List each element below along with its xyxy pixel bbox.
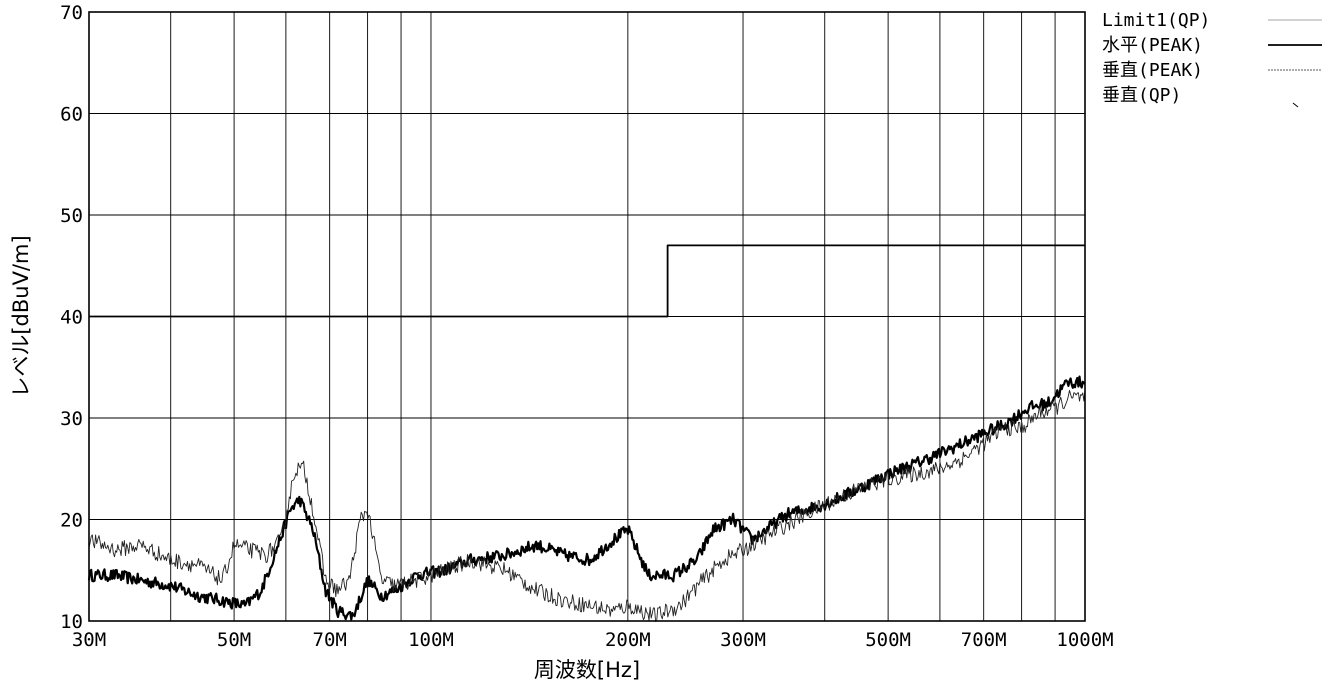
series-layer: [87, 244, 1086, 622]
legend-label: 垂直(PEAK): [1102, 60, 1203, 81]
y-tick-label: 60: [60, 104, 83, 126]
x-tick-label: 100M: [408, 629, 454, 651]
series-line-2: [88, 389, 1086, 622]
x-tick-label: 30M: [72, 629, 106, 651]
y-tick-label: 20: [60, 510, 83, 532]
x-tick-label: 1000M: [1056, 629, 1113, 651]
y-tick-label: 40: [60, 307, 83, 329]
y-tick-label: 30: [60, 408, 83, 430]
y-tick-labels: 10 20 30 40 50 60 70: [60, 2, 83, 633]
plot-frame: [88, 11, 1086, 622]
x-tick-label: 200M: [605, 629, 651, 651]
series-line-0: [89, 244, 1085, 318]
y-axis-title: レベル[dBuV/m]: [9, 235, 33, 397]
series-line-1: [87, 375, 1086, 621]
x-tick-label: 70M: [313, 629, 347, 651]
y-tick-label: 10: [60, 611, 83, 633]
x-tick-label: 300M: [720, 629, 766, 651]
x-tick-labels: 30M 50M 70M 100M 200M 300M 500M 700M 1000M: [72, 629, 1114, 651]
legend-swatch: [1292, 102, 1299, 108]
x-axis-title: 周波数[Hz]: [534, 658, 640, 682]
y-tick-label: 70: [60, 2, 83, 24]
y-tick-label: 50: [60, 205, 83, 227]
x-tick-label: 500M: [865, 629, 911, 651]
x-tick-label: 700M: [961, 629, 1007, 651]
legend-label: 水平(PEAK): [1102, 35, 1203, 56]
x-tick-label: 50M: [217, 629, 251, 651]
legend: Limit1(QP) 水平(PEAK) 垂直(PEAK) 垂直(QP): [1102, 10, 1322, 108]
legend-label: 垂直(QP): [1102, 85, 1181, 106]
legend-label: Limit1(QP): [1102, 10, 1210, 31]
